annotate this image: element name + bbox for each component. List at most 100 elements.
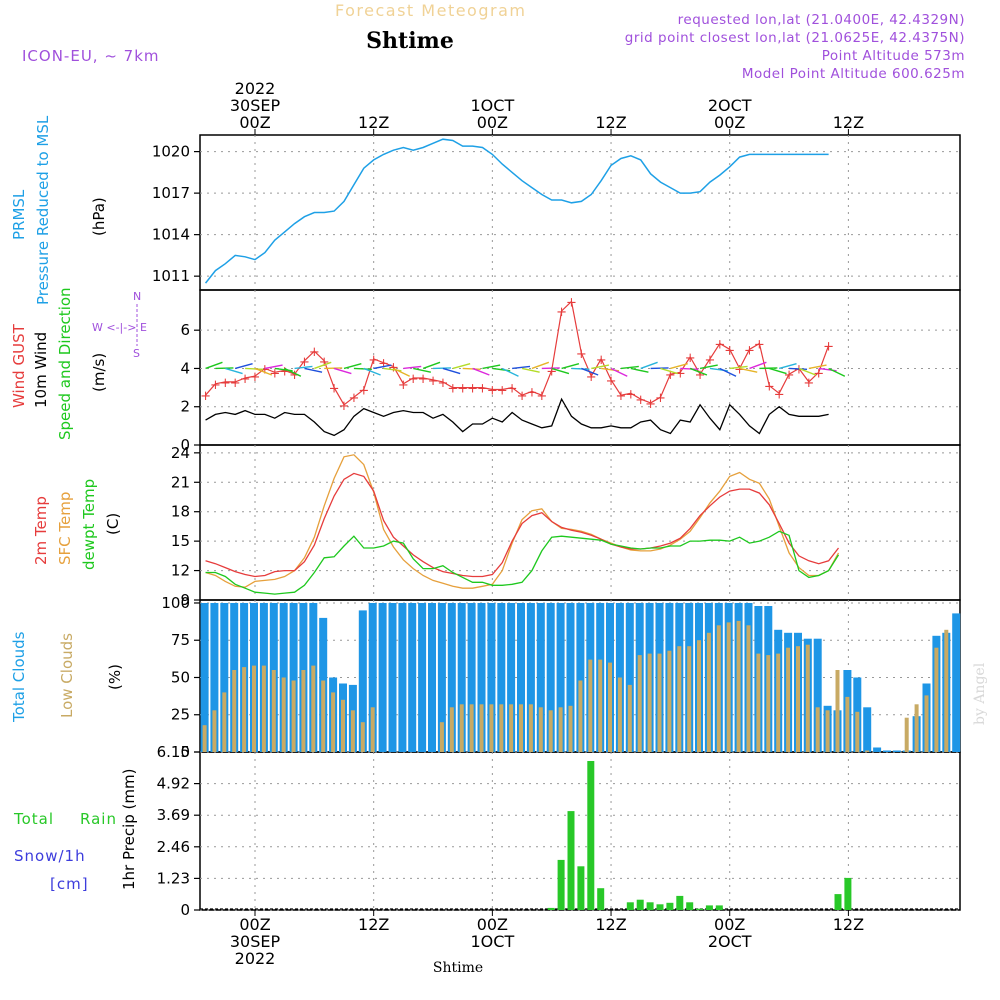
gust-marker: + bbox=[240, 372, 251, 387]
y-tick-label: 4 bbox=[180, 359, 190, 377]
gust-marker: + bbox=[289, 368, 300, 383]
sfc-temp-line bbox=[205, 454, 840, 589]
total-cloud-bar bbox=[517, 603, 525, 752]
low-cloud-bar bbox=[370, 707, 375, 752]
low-cloud-bar bbox=[459, 704, 464, 752]
gust-marker: + bbox=[704, 353, 715, 368]
compass-s: S bbox=[133, 347, 140, 360]
gust-marker: + bbox=[586, 370, 597, 385]
gust-marker: + bbox=[339, 399, 350, 414]
gust-marker: + bbox=[813, 366, 824, 381]
footer-location: Shtime bbox=[433, 960, 483, 976]
low-cloud-bar bbox=[341, 699, 345, 752]
wind-arrow bbox=[501, 367, 519, 377]
low-cloud-bar bbox=[360, 722, 365, 752]
low-cloud-bar bbox=[528, 704, 533, 752]
low-cloud-bar bbox=[439, 722, 444, 752]
wind-arrow bbox=[225, 367, 243, 375]
total-cloud-bar bbox=[813, 638, 822, 752]
low-cloud-bar bbox=[726, 622, 731, 752]
total-cloud-bar bbox=[952, 613, 961, 752]
rain-bar bbox=[597, 888, 605, 910]
gust-marker: + bbox=[714, 338, 725, 353]
low-cloud-bar bbox=[766, 655, 771, 752]
panel-frame-2 bbox=[199, 444, 961, 601]
wind-arrow bbox=[413, 367, 431, 373]
bottom-time-label: 12Z bbox=[358, 915, 389, 934]
low-cloud-bar bbox=[825, 710, 830, 752]
low-cloud-bar bbox=[677, 646, 682, 752]
compass-we: W <-|-> E bbox=[92, 321, 147, 334]
gust-marker: + bbox=[675, 366, 686, 381]
precip-unit: 1hr Precip (mm) bbox=[120, 769, 138, 890]
total-cloud-bar bbox=[398, 603, 407, 752]
low-cloud-bar bbox=[242, 667, 247, 752]
wind10-line bbox=[205, 397, 829, 437]
wind-arrow bbox=[630, 367, 649, 373]
wind-arrow bbox=[571, 367, 590, 371]
low-cloud-bar bbox=[538, 707, 543, 752]
rain-bar bbox=[656, 904, 664, 910]
low-cloud-bar bbox=[716, 625, 721, 752]
gust-marker: + bbox=[388, 361, 399, 376]
gust-marker: + bbox=[507, 382, 518, 397]
precip-rain-label: Rain bbox=[80, 810, 117, 828]
wind-arrow bbox=[205, 361, 223, 370]
gust-line bbox=[205, 300, 830, 406]
gust-marker: + bbox=[309, 345, 320, 360]
low-cloud-bar bbox=[835, 670, 840, 752]
low-cloud-bar bbox=[578, 680, 583, 752]
total-cloud-bar bbox=[892, 750, 901, 752]
wind-arrow bbox=[759, 367, 778, 370]
low-cloud-bar bbox=[479, 704, 484, 752]
y-tick-label: 6.15 bbox=[157, 743, 190, 761]
low-cloud-bar bbox=[845, 696, 850, 752]
total-cloud-bar bbox=[883, 750, 891, 752]
wind-arrow bbox=[452, 362, 471, 370]
total-cloud-bar bbox=[457, 603, 466, 752]
bottom-time-label: 00Z bbox=[477, 915, 508, 934]
low-cloud-bar bbox=[855, 711, 860, 752]
gust-marker: + bbox=[299, 355, 310, 370]
wind-arrow bbox=[680, 367, 699, 371]
y-tick-label: 1020 bbox=[152, 143, 190, 161]
low-cloud-bar bbox=[281, 677, 286, 752]
wind-arrow bbox=[284, 367, 302, 377]
rain-bar bbox=[577, 866, 585, 910]
total-cloud-bar bbox=[873, 747, 882, 752]
low-cloud-bar bbox=[736, 620, 741, 752]
rain-bar bbox=[646, 902, 654, 910]
low-cloud-bar bbox=[776, 653, 781, 752]
low-cloud-bar bbox=[627, 684, 632, 752]
total-cloud-bar bbox=[437, 603, 446, 752]
low-cloud-bar bbox=[904, 717, 909, 752]
total-cloud-bar bbox=[428, 603, 436, 752]
low-cloud-bar bbox=[756, 653, 761, 752]
gust-marker: + bbox=[695, 368, 706, 383]
low-cloud-bar bbox=[350, 710, 355, 752]
gust-marker: + bbox=[487, 384, 498, 399]
location-title: Shtime bbox=[366, 28, 454, 54]
gust-marker: + bbox=[615, 389, 626, 404]
pressure-label-long: Pressure Reduced to MSL bbox=[34, 115, 52, 305]
wind-arrow bbox=[215, 367, 234, 370]
low-cloud-bar bbox=[796, 646, 800, 752]
y-tick-label: 0 bbox=[180, 436, 190, 454]
wind-arrow bbox=[778, 362, 797, 370]
grid-point-coords: grid point closest lon,lat (21.0625E, 42… bbox=[625, 30, 965, 46]
pressure-label-prmsl: PRMSL bbox=[10, 189, 28, 240]
wind-arrow bbox=[442, 367, 461, 375]
top-time-label: 30SEP bbox=[230, 96, 281, 115]
top-time-label: 12Z bbox=[595, 113, 626, 132]
y-tick-label: 18 bbox=[171, 503, 190, 521]
low-cloud-bar bbox=[786, 647, 791, 752]
low-cloud-bar bbox=[805, 644, 810, 752]
gust-marker: + bbox=[754, 338, 765, 353]
gust-marker: + bbox=[437, 376, 448, 391]
wind-arrow bbox=[304, 367, 323, 373]
clouds-unit: (%) bbox=[106, 664, 124, 690]
gust-marker: + bbox=[408, 372, 419, 387]
low-cloud-bar bbox=[667, 650, 672, 752]
gust-marker: + bbox=[655, 391, 666, 406]
